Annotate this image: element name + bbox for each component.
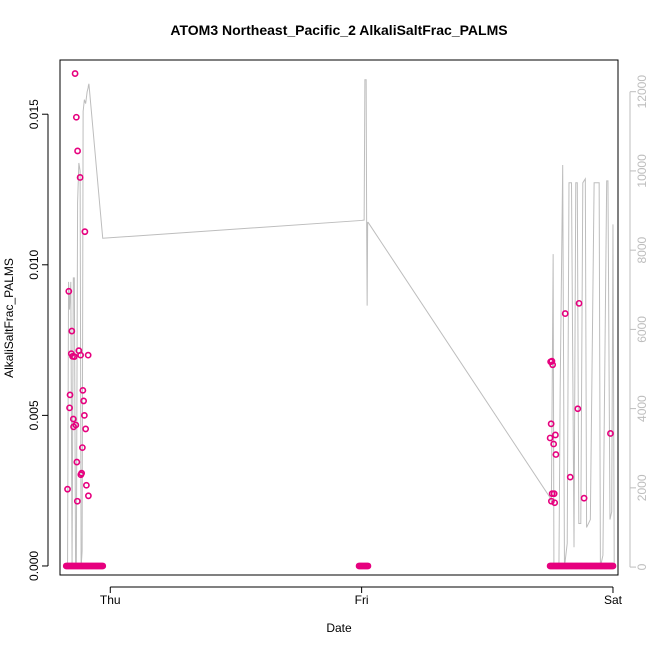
data-point [574,405,582,413]
y2-tick-label: 0 [635,563,649,570]
data-point [68,327,76,335]
axes-layer: 0.000 0.005 0.010 0.015 0 2000 4000 6000 8000 100… [27,75,649,607]
data-point [561,310,569,317]
data-point [78,444,86,452]
data-point [80,397,88,405]
data-point [552,451,560,458]
data-point [575,299,583,307]
data-point [65,287,73,295]
data-point [84,351,92,359]
data-point [99,562,107,570]
data-point [566,473,574,481]
data-point [77,351,85,359]
plot-frame [59,59,619,576]
data-point [364,562,372,570]
data-point [81,228,89,236]
data-point [551,499,559,507]
data-point [80,411,88,419]
data-point [82,425,90,433]
y-tick-label: 0.005 [27,400,41,430]
y-tick-label: 0.015 [27,99,41,129]
data-point [550,440,558,448]
data-point [547,420,555,428]
data-point [548,357,556,365]
y2-tick-label: 10000 [635,154,649,188]
scatter-series-layer [62,70,617,570]
data-point [73,497,81,505]
y2-tick-label: 6000 [635,316,649,343]
data-point [70,353,78,361]
data-point [547,497,555,505]
y2-tick-label: 8000 [635,236,649,263]
x-tick-label: Sat [604,593,623,607]
data-point [64,485,71,493]
y-tick-label: 0.010 [27,249,41,279]
data-point [580,494,588,502]
data-point [79,386,87,394]
data-point [82,481,90,489]
x-tick-label: Fri [355,593,369,607]
data-point [66,391,74,399]
data-point [546,434,554,442]
y2-tick-label: 12000 [635,75,649,109]
data-point [85,492,92,500]
data-point [72,113,80,121]
data-point [74,147,81,155]
data-point [69,415,77,423]
data-point [550,490,558,498]
right-axis-series-layer [67,79,615,568]
data-point [72,421,80,429]
x-axis-label: Date [326,621,352,635]
chart-title: ATOM3 Northeast_Pacific_2 AlkaliSaltFrac… [170,22,507,38]
y-tick-label: 0.000 [27,551,41,581]
y-axis-label: AlkaliSaltFrac_PALMS [2,258,16,378]
x-tick-label: Thu [100,593,121,607]
data-point [549,361,557,369]
data-point [607,430,614,437]
data-point [71,70,79,77]
right-axis-series-line [67,79,615,568]
data-point [552,431,559,439]
data-point [73,458,81,466]
y2-tick-label: 4000 [635,395,649,422]
data-point [609,562,617,570]
data-point [66,404,73,412]
y2-tick-label: 2000 [635,474,649,501]
data-point [78,469,86,477]
data-point [76,174,84,181]
